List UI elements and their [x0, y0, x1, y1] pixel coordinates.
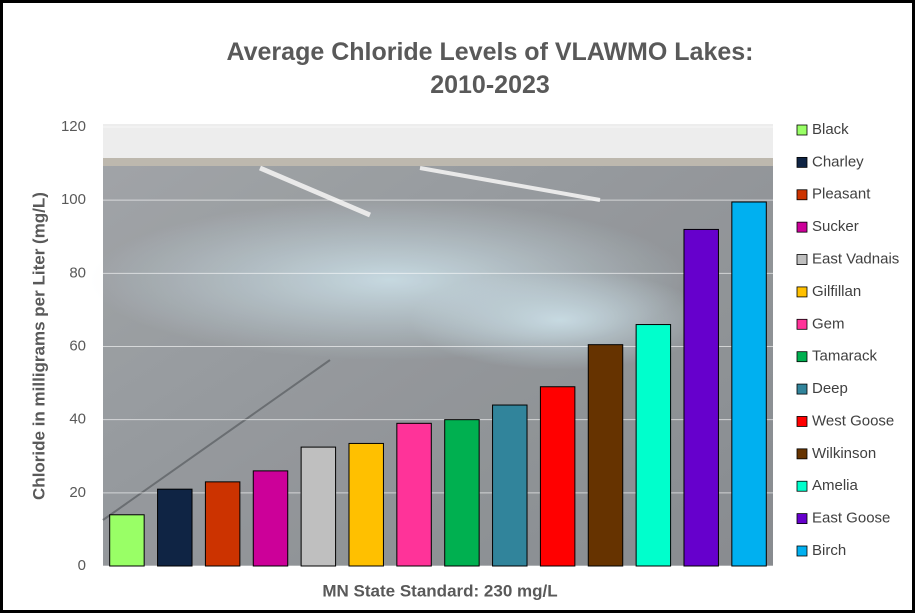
- bar: [396, 422, 432, 567]
- legend-label: East Vadnais: [812, 251, 899, 268]
- legend-label: Sucker: [812, 218, 859, 235]
- y-tick-label: 0: [78, 557, 86, 574]
- legend-label: West Goose: [812, 412, 894, 429]
- y-tick-label: 40: [69, 411, 86, 428]
- bar: [635, 324, 672, 567]
- bar: [348, 442, 384, 567]
- y-tick-label: 80: [69, 264, 86, 281]
- legend-label: Pleasant: [812, 186, 871, 203]
- legend-swatch: [796, 254, 808, 265]
- legend-swatch: [796, 448, 808, 460]
- legend-label: Amelia: [812, 477, 859, 494]
- legend-swatch: [796, 156, 808, 168]
- bar: [157, 488, 193, 567]
- legend-swatch: [796, 221, 808, 233]
- bar: [300, 446, 337, 567]
- chart-title: Average Chloride Levels of VLAWMO Lakes:…: [226, 38, 754, 99]
- bar: [252, 470, 289, 567]
- legend-label: Gilfillan: [812, 283, 861, 300]
- legend-swatch: [796, 480, 808, 492]
- bar: [444, 419, 480, 567]
- bar: [492, 404, 528, 567]
- y-axis-label: Chloride in milligrams per Liter (mg/L): [29, 192, 48, 500]
- legend-swatch: [796, 383, 808, 395]
- legend-swatch: [796, 189, 808, 201]
- legend-swatch: [796, 513, 808, 525]
- bar: [587, 344, 624, 567]
- bar: [683, 228, 719, 567]
- legend-swatch: [796, 286, 808, 298]
- legend-label: Gem: [812, 315, 845, 332]
- legend-label: Deep: [812, 380, 848, 397]
- legend-swatch: [796, 545, 808, 557]
- legend-swatch: [796, 416, 808, 427]
- legend-swatch: [796, 351, 808, 363]
- bar: [539, 386, 576, 567]
- legend-label: Tamarack: [812, 348, 878, 365]
- x-axis-label: MN State Standard: 230 mg/L: [322, 581, 557, 600]
- bar: [204, 481, 241, 567]
- y-tick-label: 100: [61, 191, 86, 208]
- legend-label: Black: [812, 121, 849, 138]
- legend-label: Wilkinson: [812, 445, 876, 462]
- bar: [109, 514, 145, 567]
- legend-label: East Goose: [812, 510, 890, 527]
- y-tick-label: 120: [61, 118, 86, 135]
- bar: [731, 201, 767, 567]
- y-tick-label: 60: [69, 337, 86, 354]
- legend-swatch: [796, 124, 808, 136]
- legend-swatch: [796, 318, 808, 330]
- legend-label: Charley: [812, 153, 864, 170]
- legend-label: Birch: [812, 542, 846, 559]
- y-tick-label: 20: [69, 484, 86, 501]
